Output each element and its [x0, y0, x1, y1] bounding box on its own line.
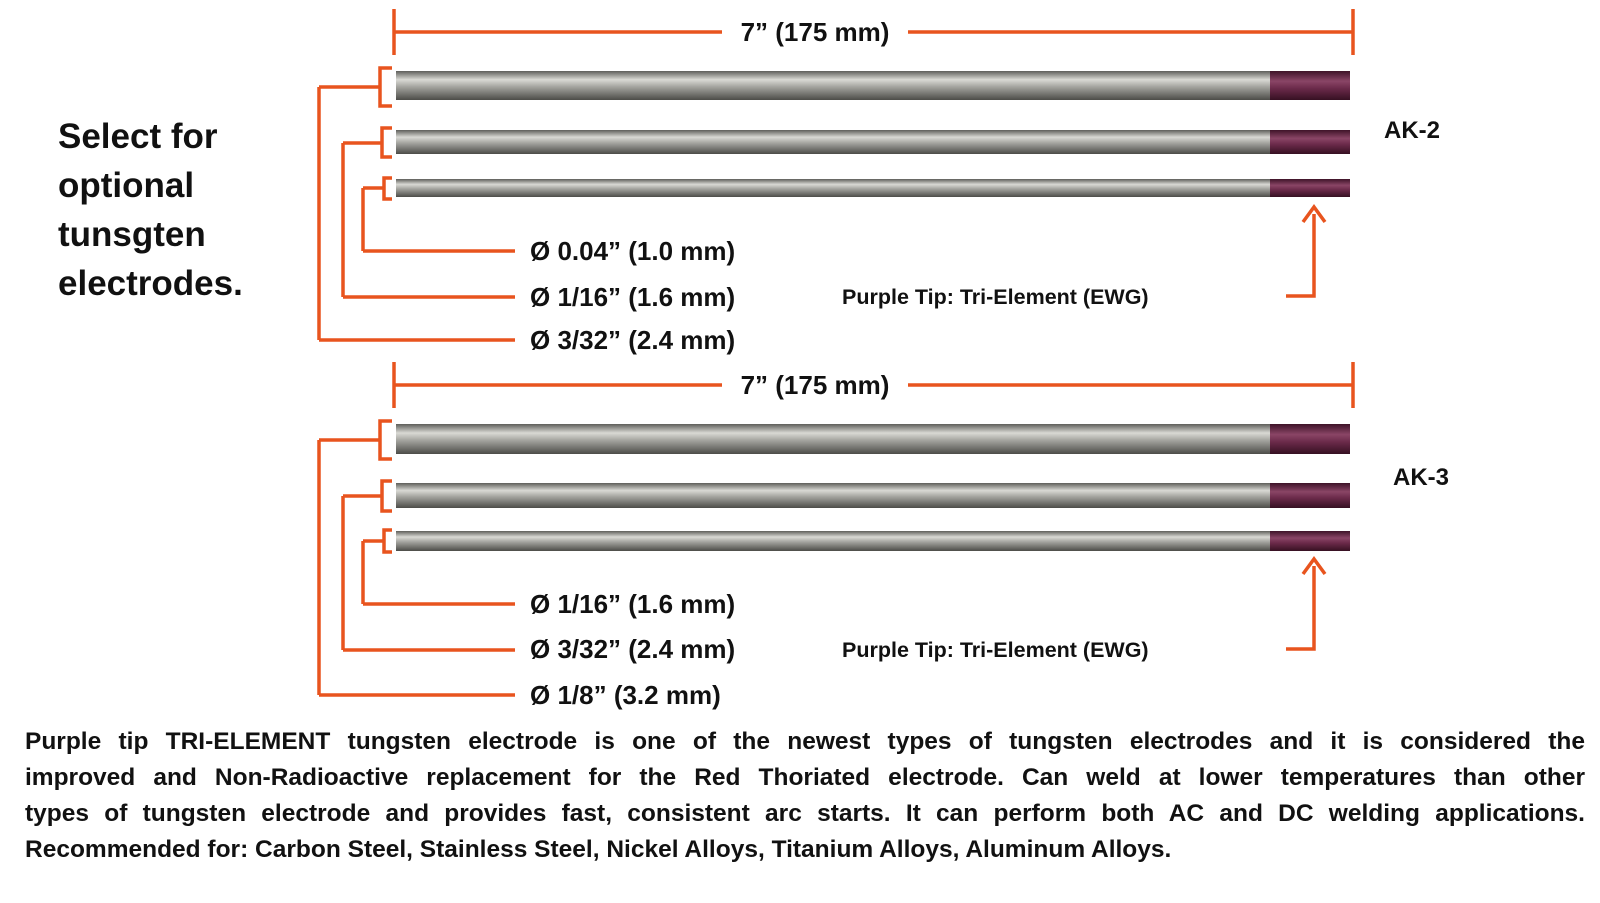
kit-name: AK-3 [1393, 464, 1449, 491]
diameter-label-2: Ø 1/16” (1.6 mm) [530, 282, 735, 312]
length-label: 7” (175 mm) [741, 17, 890, 47]
length-dimension [392, 362, 1355, 408]
description-line: Purple tip TRI-ELEMENT tungsten electrod… [25, 728, 1585, 755]
description-paragraph: Purple tip TRI-ELEMENT tungsten electrod… [25, 724, 1585, 868]
kit-ak3: 7” (175 mm) Ø 1/16” (1.6 mm [317, 362, 1449, 710]
tip-label: Purple Tip: Tri-Element (EWG) [842, 638, 1149, 662]
length-dimension [392, 9, 1355, 55]
purple-tip [1270, 130, 1350, 154]
side-title-line: Select for [58, 117, 218, 156]
diameter-brackets [317, 66, 515, 342]
purple-tip [1270, 71, 1350, 100]
kit-name: AK-2 [1384, 117, 1440, 144]
kit-ak2: 7” (175 mm) Ø 0.0 [317, 9, 1440, 355]
diameter-label-3: Ø 1/8” (3.2 mm) [530, 680, 721, 710]
rod-medium [396, 130, 1350, 154]
rod-large [396, 71, 1350, 100]
length-label: 7” (175 mm) [741, 370, 890, 400]
diameter-label-1: Ø 0.04” (1.0 mm) [530, 236, 735, 266]
side-title-line: tunsgten [58, 215, 206, 254]
purple-tip [1270, 531, 1350, 551]
purple-tip [1270, 483, 1350, 508]
rod-large [396, 424, 1350, 454]
side-title-line: optional [58, 166, 195, 205]
diameter-label-2: Ø 3/32” (2.4 mm) [530, 634, 735, 664]
side-title: Select for optional tunsgten electrodes. [58, 112, 318, 308]
rod-medium [396, 483, 1350, 508]
purple-tip [1270, 179, 1350, 197]
diameter-label-1: Ø 1/16” (1.6 mm) [530, 589, 735, 619]
tip-arrow [1286, 556, 1327, 651]
purple-tip [1270, 424, 1350, 454]
tip-label: Purple Tip: Tri-Element (EWG) [842, 285, 1149, 309]
description-line: improved and Non-Radioactive replacement… [25, 764, 1585, 791]
description-line: Recommended for: Carbon Steel, Stainless… [25, 836, 1172, 863]
rod-small [396, 531, 1350, 551]
side-title-line: electrodes. [58, 264, 243, 303]
description-line: types of tungsten electrode and provides… [25, 800, 1585, 827]
diameter-label-3: Ø 3/32” (2.4 mm) [530, 325, 735, 355]
tip-arrow [1286, 204, 1327, 298]
diameter-brackets [317, 419, 515, 697]
rod-small [396, 179, 1350, 197]
